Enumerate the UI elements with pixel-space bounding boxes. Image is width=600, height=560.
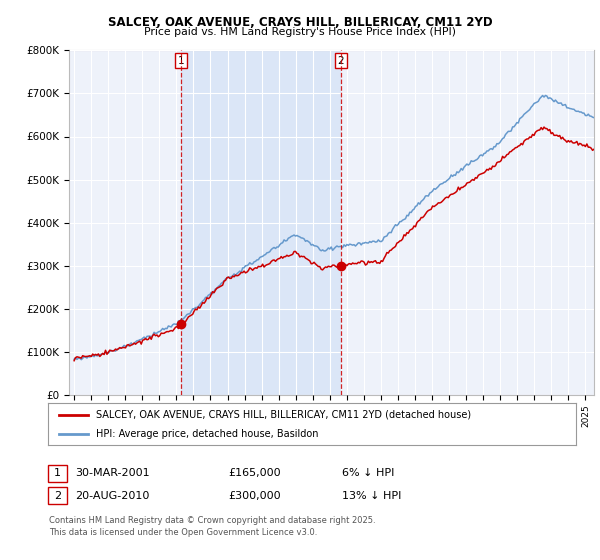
FancyBboxPatch shape	[48, 465, 67, 482]
FancyBboxPatch shape	[48, 487, 67, 504]
Text: SALCEY, OAK AVENUE, CRAYS HILL, BILLERICAY, CM11 2YD: SALCEY, OAK AVENUE, CRAYS HILL, BILLERIC…	[107, 16, 493, 29]
Text: 30-MAR-2001: 30-MAR-2001	[75, 468, 149, 478]
Text: £165,000: £165,000	[228, 468, 281, 478]
Text: Price paid vs. HM Land Registry's House Price Index (HPI): Price paid vs. HM Land Registry's House …	[144, 27, 456, 38]
Text: 1: 1	[54, 468, 61, 478]
Text: HPI: Average price, detached house, Basildon: HPI: Average price, detached house, Basi…	[95, 430, 318, 439]
Text: 2: 2	[54, 491, 61, 501]
Text: 13% ↓ HPI: 13% ↓ HPI	[342, 491, 401, 501]
Text: 2: 2	[337, 55, 344, 66]
Text: 6% ↓ HPI: 6% ↓ HPI	[342, 468, 394, 478]
Text: Contains HM Land Registry data © Crown copyright and database right 2025.
This d: Contains HM Land Registry data © Crown c…	[49, 516, 376, 537]
Bar	[181, 50, 341, 395]
Text: £300,000: £300,000	[228, 491, 281, 501]
Text: SALCEY, OAK AVENUE, CRAYS HILL, BILLERICAY, CM11 2YD (detached house): SALCEY, OAK AVENUE, CRAYS HILL, BILLERIC…	[95, 410, 470, 420]
Text: 1: 1	[178, 55, 184, 66]
Text: 20-AUG-2010: 20-AUG-2010	[75, 491, 149, 501]
